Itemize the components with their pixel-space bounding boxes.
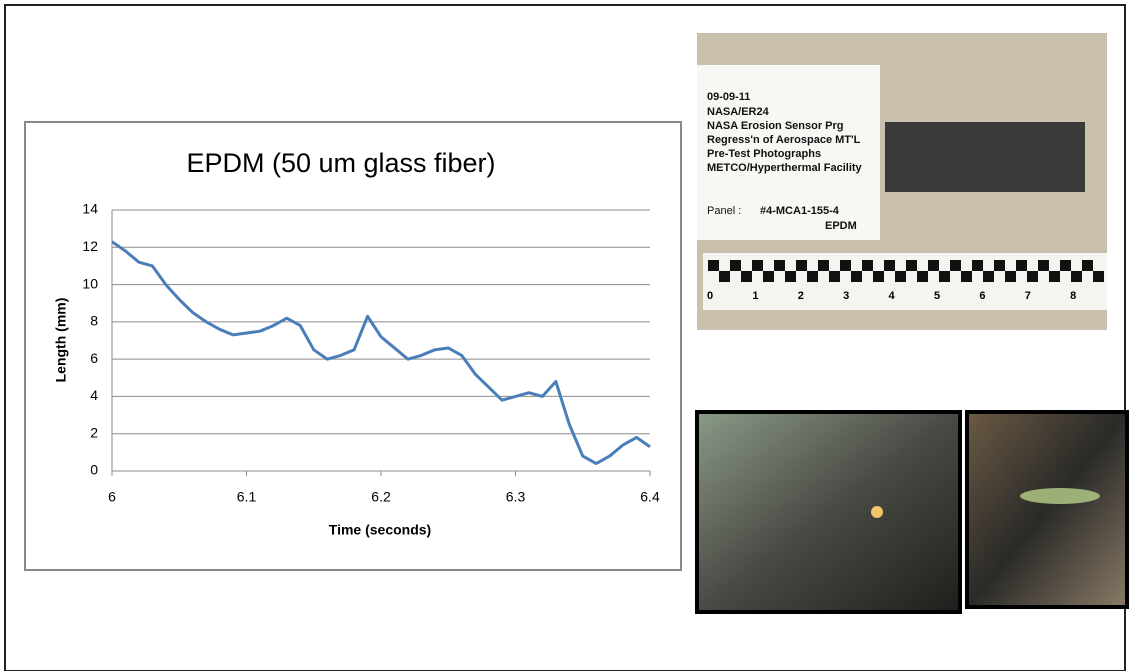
y-tick-label: 10 — [82, 275, 98, 291]
material: EPDM — [825, 220, 857, 232]
ruler-scale: 0 1 2 3 4 5 6 7 8 — [707, 260, 1104, 302]
flame — [871, 506, 883, 518]
ruler-square — [1093, 271, 1104, 282]
ruler-square — [763, 271, 774, 282]
ruler-square — [928, 260, 939, 271]
ruler-square — [972, 260, 983, 271]
ruler-square — [796, 260, 807, 271]
ruler-label: 0 — [707, 290, 713, 302]
ruler-square — [994, 260, 1005, 271]
ruler-square — [983, 271, 994, 282]
y-tick-label: 0 — [90, 462, 98, 478]
plume — [1020, 488, 1100, 504]
panel-label: Panel : — [707, 205, 741, 217]
plot: 0 2 4 6 8 10 12 14 6 6.1 6.2 6.3 6.4 — [82, 201, 660, 505]
card-line: Pre-Test Photographs — [707, 148, 821, 160]
ruler-square — [1071, 271, 1082, 282]
ruler-square — [730, 260, 741, 271]
ruler-square — [1016, 260, 1027, 271]
x-tick-label: 6 — [108, 489, 116, 505]
ruler-square — [774, 260, 785, 271]
ruler-square — [1049, 271, 1060, 282]
x-tick-label: 6.3 — [506, 489, 526, 505]
card-line: 09-09-11 — [707, 91, 750, 103]
y-tick-label: 6 — [90, 350, 98, 366]
ruler-square — [708, 260, 719, 271]
x-tick-label: 6.2 — [371, 489, 391, 505]
card-line: NASA Erosion Sensor Prg — [707, 120, 844, 132]
ruler-square — [818, 260, 829, 271]
ruler-label: 2 — [798, 290, 804, 302]
ruler-square — [829, 271, 840, 282]
ruler-square — [840, 260, 851, 271]
ruler-square — [961, 271, 972, 282]
ruler-square — [1082, 260, 1093, 271]
ruler-square — [862, 260, 873, 271]
card-line: Regress'n of Aerospace MT'L — [707, 134, 861, 146]
ruler-label: 1 — [752, 290, 758, 302]
ruler-square — [1027, 271, 1038, 282]
ruler-square — [1005, 271, 1016, 282]
ruler-square — [719, 271, 730, 282]
data-line — [111, 240, 651, 466]
ruler-label: 5 — [934, 290, 940, 302]
ruler-square — [917, 271, 928, 282]
y-tick-label: 4 — [90, 387, 98, 403]
facility-photo — [695, 410, 962, 614]
ruler-square — [785, 271, 796, 282]
test-photo — [965, 410, 1129, 609]
card-line: METCO/Hyperthermal Facility — [707, 162, 863, 174]
ruler-label: 3 — [843, 290, 849, 302]
ruler-square — [1038, 260, 1049, 271]
ruler-square — [873, 271, 884, 282]
y-axis-label: Length (mm) — [53, 298, 69, 383]
ruler-label: 6 — [979, 290, 985, 302]
ruler-square — [752, 260, 763, 271]
y-tick-label: 12 — [82, 238, 98, 254]
ruler-square — [939, 271, 950, 282]
y-tick-label: 2 — [90, 424, 98, 440]
y-tick-label: 8 — [90, 313, 98, 329]
ruler-square — [851, 271, 862, 282]
ruler-square — [884, 260, 895, 271]
ruler-label: 8 — [1070, 290, 1076, 302]
label-card — [697, 65, 880, 240]
card-line: NASA/ER24 — [707, 106, 770, 118]
ruler-square — [1060, 260, 1071, 271]
chart-title: EPDM (50 um glass fiber) — [186, 148, 495, 178]
x-tick-label: 6.1 — [237, 489, 257, 505]
x-axis-label: Time (seconds) — [329, 522, 431, 538]
ruler-square — [950, 260, 961, 271]
x-tick-label: 6.4 — [640, 489, 660, 505]
ruler-square — [807, 271, 818, 282]
ruler-square — [741, 271, 752, 282]
chart-frame — [24, 121, 682, 571]
panel-id: #4-MCA1-155-4 — [760, 205, 840, 217]
y-tick-label: 14 — [82, 201, 98, 217]
ruler-label: 4 — [889, 290, 896, 302]
ruler-square — [906, 260, 917, 271]
ruler-square — [895, 271, 906, 282]
ruler-label: 7 — [1025, 290, 1031, 302]
card-text: 09-09-11 NASA/ER24 NASA Erosion Sensor Prg… — [707, 91, 863, 232]
specimen — [885, 122, 1085, 192]
